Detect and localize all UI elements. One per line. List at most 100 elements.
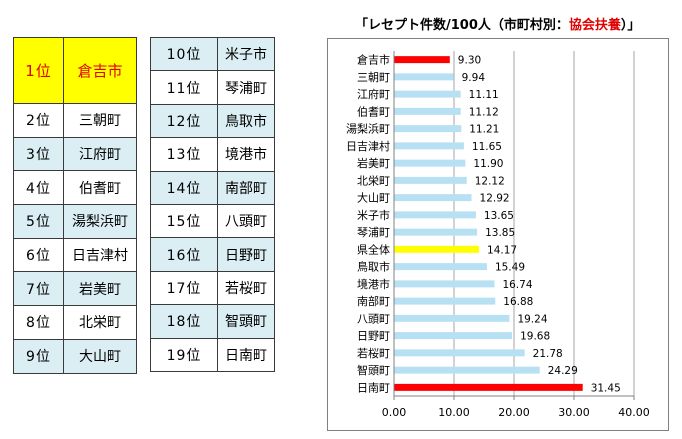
table-row: 2位 三朝町 bbox=[13, 103, 137, 138]
bar bbox=[394, 383, 583, 391]
rank-cell: 18位 bbox=[150, 304, 218, 339]
table-row: 18位 智頭町 bbox=[150, 304, 275, 339]
y-tick-label: 日南町 bbox=[357, 381, 390, 394]
data-label: 14.17 bbox=[487, 244, 517, 256]
bar bbox=[394, 159, 466, 167]
data-label: 11.65 bbox=[472, 141, 502, 153]
table-row: 16位 日野町 bbox=[150, 237, 275, 272]
chart-title: 「レセプト件数/100人（市町村別：協会扶養）」 bbox=[355, 14, 640, 33]
rank-cell: 19位 bbox=[150, 337, 218, 372]
y-tick-label: 若桜町 bbox=[357, 346, 390, 360]
municipality-cell: 大山町 bbox=[63, 338, 137, 374]
rank-cell: 7位 bbox=[13, 271, 64, 307]
rank-cell: 2位 bbox=[13, 103, 64, 138]
table-row: 1位 倉吉市 bbox=[13, 37, 137, 104]
chart-title-end: ）」 bbox=[620, 18, 641, 33]
data-label: 21.78 bbox=[533, 348, 563, 360]
rank-cell: 16位 bbox=[150, 237, 218, 272]
municipality-cell: 三朝町 bbox=[63, 103, 137, 138]
data-label: 13.85 bbox=[485, 227, 515, 239]
y-tick-label: 倉吉市 bbox=[357, 53, 390, 67]
municipality-cell: 倉吉市 bbox=[63, 37, 137, 104]
data-label: 11.21 bbox=[469, 124, 499, 136]
municipality-cell: 琴浦町 bbox=[217, 70, 275, 105]
x-tick-label: 30.00 bbox=[558, 406, 590, 419]
municipality-cell: 日南町 bbox=[217, 337, 275, 372]
y-tick-label: 日吉津村 bbox=[346, 139, 390, 153]
data-label: 11.11 bbox=[469, 89, 499, 101]
municipality-cell: 湯梨浜町 bbox=[63, 204, 137, 239]
rank-cell: 12位 bbox=[150, 103, 218, 139]
y-tick-label: 三朝町 bbox=[357, 71, 390, 84]
municipality-cell: 八頭町 bbox=[217, 203, 275, 239]
x-tick-label: 20.00 bbox=[498, 406, 530, 419]
y-tick-label: 県全体 bbox=[357, 242, 390, 256]
municipality-cell: 若桜町 bbox=[217, 270, 275, 306]
data-label: 13.65 bbox=[484, 210, 514, 222]
bar bbox=[394, 228, 478, 236]
y-tick-label: 境港市 bbox=[357, 277, 390, 291]
y-tick-label: 北栄町 bbox=[357, 173, 390, 187]
y-tick-label: 湯梨浜町 bbox=[346, 122, 390, 136]
data-label: 9.30 bbox=[458, 55, 481, 67]
bar bbox=[394, 56, 450, 64]
y-tick-label: 日野町 bbox=[357, 330, 390, 343]
data-label: 19.24 bbox=[517, 313, 547, 325]
table-row: 13位 境港市 bbox=[150, 137, 275, 172]
municipality-cell: 北栄町 bbox=[63, 305, 137, 340]
municipality-cell: 伯耆町 bbox=[63, 170, 137, 206]
y-tick-label: 鳥取市 bbox=[357, 260, 390, 274]
y-tick-label: 江府町 bbox=[357, 87, 390, 101]
y-tick-label: 南部町 bbox=[357, 294, 390, 308]
bar bbox=[394, 263, 487, 271]
bar bbox=[394, 366, 540, 374]
rank-cell: 6位 bbox=[13, 237, 64, 273]
data-label: 11.90 bbox=[473, 158, 503, 170]
rank-cell: 1位 bbox=[13, 37, 64, 104]
table-row: 4位 伯耆町 bbox=[13, 170, 137, 206]
bar bbox=[394, 280, 495, 288]
municipality-cell: 米子市 bbox=[217, 36, 275, 72]
chart-title-main: 「レセプト件数/100人（市町村別： bbox=[355, 18, 569, 33]
municipality-cell: 南部町 bbox=[217, 170, 275, 205]
bar bbox=[394, 194, 472, 202]
data-label: 15.49 bbox=[495, 262, 525, 274]
bar bbox=[394, 125, 462, 133]
rank-cell: 3位 bbox=[13, 136, 64, 172]
municipality-cell: 江府町 bbox=[63, 136, 137, 172]
rank-cell: 11位 bbox=[150, 70, 218, 105]
data-label: 12.92 bbox=[480, 193, 510, 205]
data-label: 12.12 bbox=[475, 175, 505, 187]
bar bbox=[394, 73, 454, 81]
y-tick-label: 琴浦町 bbox=[357, 226, 390, 239]
rank-cell: 4位 bbox=[13, 170, 64, 206]
bar bbox=[394, 142, 464, 150]
bar bbox=[394, 349, 525, 357]
data-label: 19.68 bbox=[520, 331, 550, 343]
data-label: 24.29 bbox=[548, 365, 578, 377]
y-tick-label: 八頭町 bbox=[357, 312, 390, 325]
table-row: 11位 琴浦町 bbox=[150, 70, 275, 105]
data-label: 16.74 bbox=[502, 279, 532, 291]
ranking-table-left: 1位 倉吉市 2位 三朝町 3位 江府町 4位 伯耆町 5位 湯梨浜町 6位 日… bbox=[13, 37, 137, 374]
x-tick-label: 10.00 bbox=[438, 406, 470, 419]
bar bbox=[394, 176, 467, 184]
y-tick-label: 大山町 bbox=[357, 191, 390, 205]
ranking-table-right: 10位 米子市 11位 琴浦町 12位 鳥取市 13位 境港市 14位 南部町 … bbox=[150, 36, 275, 372]
table-row: 10位 米子市 bbox=[150, 36, 275, 72]
rank-cell: 14位 bbox=[150, 170, 218, 205]
data-label: 16.88 bbox=[503, 296, 533, 308]
x-tick-label: 40.00 bbox=[618, 406, 650, 419]
y-tick-label: 智頭町 bbox=[357, 363, 390, 377]
table-row: 7位 岩美町 bbox=[13, 271, 137, 307]
rank-cell: 10位 bbox=[150, 36, 218, 72]
table-row: 8位 北栄町 bbox=[13, 305, 137, 340]
bar bbox=[394, 332, 513, 340]
table-row: 3位 江府町 bbox=[13, 136, 137, 172]
table-row: 9位 大山町 bbox=[13, 338, 137, 374]
municipality-cell: 鳥取市 bbox=[217, 103, 275, 139]
table-row: 19位 日南町 bbox=[150, 337, 275, 372]
bar bbox=[394, 211, 476, 219]
bar bbox=[394, 297, 496, 305]
